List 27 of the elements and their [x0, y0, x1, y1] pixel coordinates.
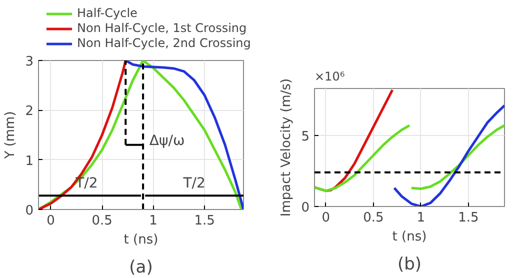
x-axis-title: t (ns) — [392, 230, 427, 244]
annotation: Δψ/ω — [149, 132, 185, 149]
x-tick-label: 1.5 — [194, 214, 215, 228]
legend-label: Half-Cycle — [77, 6, 138, 20]
x-tick-label: 1 — [416, 210, 426, 226]
text: (b) — [397, 254, 422, 274]
x-axis-title: t (ns) — [124, 232, 158, 248]
y-tick-label: 5 — [301, 129, 310, 144]
annotation: T/2 — [74, 176, 98, 192]
y-axis-title: Impact Velocity (m/s) — [279, 78, 294, 217]
line-series — [393, 104, 504, 206]
x-tick-label: 0.5 — [363, 210, 384, 226]
text: ×10⁶ — [314, 70, 345, 84]
y-tick-label: 3 — [25, 54, 34, 70]
line-series — [124, 60, 244, 210]
legend-label: Non Half-Cycle, 2nd Crossing — [77, 36, 251, 50]
legend-label: Non Half-Cycle, 1st Crossing — [77, 21, 247, 35]
x-tick-label: 1 — [149, 214, 158, 228]
x-tick-label: 0 — [46, 214, 55, 228]
x-tick-label: 0 — [322, 210, 330, 226]
y-axis-title: Y (mm) — [3, 111, 18, 160]
text: (a) — [129, 258, 153, 278]
y-tick-label: 2 — [25, 104, 34, 120]
x-tick-label: 1.5 — [458, 210, 479, 226]
y-tick-label: 1 — [25, 154, 34, 169]
annotation: T/2 — [182, 176, 206, 192]
x-tick-label: 0.5 — [92, 214, 112, 228]
